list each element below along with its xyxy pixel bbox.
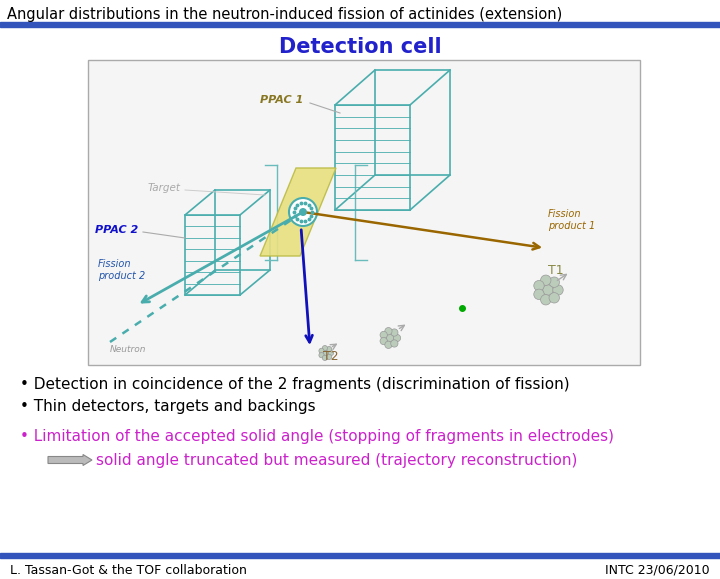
Polygon shape [260,168,336,256]
Circle shape [380,338,387,345]
Bar [375,70,450,175]
Circle shape [534,280,544,291]
Circle shape [543,285,553,295]
Circle shape [319,353,324,358]
Circle shape [384,341,392,349]
Circle shape [319,348,324,353]
Circle shape [391,340,398,347]
Circle shape [549,277,559,287]
Circle shape [299,208,307,216]
Circle shape [323,346,328,351]
Text: Fission
product 1: Fission product 1 [548,209,595,231]
Text: L. Tassan-Got & the TOF collaboration: L. Tassan-Got & the TOF collaboration [10,563,247,577]
Circle shape [380,331,387,339]
Circle shape [323,350,328,356]
Circle shape [391,329,398,336]
FancyArrow shape [48,455,92,466]
Circle shape [534,289,544,299]
Bar [335,105,410,210]
Text: INTC 23/06/2010: INTC 23/06/2010 [606,563,710,577]
Circle shape [326,354,332,360]
Text: PPAC 1: PPAC 1 [260,95,303,105]
Text: Target: Target [148,183,181,193]
Bar [0,22,720,27]
Text: • Limitation of the accepted solid angle (stopping of fragments in electrodes): • Limitation of the accepted solid angle… [20,430,614,445]
Circle shape [387,334,394,342]
Text: PPAC 2: PPAC 2 [95,225,138,235]
Circle shape [323,356,328,361]
Circle shape [553,285,563,295]
Circle shape [541,295,551,305]
Circle shape [326,346,332,351]
Text: • Thin detectors, targets and backings: • Thin detectors, targets and backings [20,400,315,415]
Text: solid angle truncated but measured (trajectory reconstruction): solid angle truncated but measured (traj… [96,453,577,467]
Circle shape [541,275,551,285]
Circle shape [549,292,559,303]
Circle shape [384,328,392,335]
Text: Angular distributions in the neutron-induced fission of actinides (extension): Angular distributions in the neutron-ind… [7,6,562,21]
Circle shape [393,334,400,342]
Text: Detection cell: Detection cell [279,37,441,57]
Text: T1: T1 [548,263,564,277]
Text: • Detection in coincidence of the 2 fragments (discrimination of fission): • Detection in coincidence of the 2 frag… [20,378,570,393]
Text: Neutron: Neutron [110,346,146,354]
Bar [0,553,720,558]
Circle shape [328,350,333,356]
Bar [88,60,640,365]
Text: Fission
product 2: Fission product 2 [98,259,145,281]
Circle shape [289,198,317,226]
Bar [185,215,240,295]
Text: T2: T2 [323,350,338,362]
Bar [215,190,270,270]
